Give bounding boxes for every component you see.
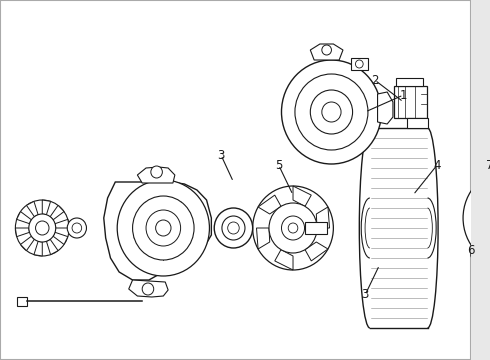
- Polygon shape: [47, 239, 58, 255]
- Circle shape: [463, 170, 490, 266]
- Text: 7: 7: [486, 158, 490, 171]
- Polygon shape: [275, 249, 293, 270]
- Circle shape: [228, 222, 239, 234]
- Circle shape: [15, 200, 69, 256]
- Circle shape: [471, 251, 478, 259]
- Circle shape: [489, 197, 490, 208]
- Text: 4: 4: [433, 158, 441, 171]
- Circle shape: [133, 196, 194, 260]
- Polygon shape: [129, 280, 168, 297]
- Circle shape: [222, 216, 245, 240]
- Polygon shape: [17, 212, 31, 224]
- Circle shape: [146, 210, 181, 246]
- Polygon shape: [396, 78, 423, 86]
- Polygon shape: [317, 207, 330, 228]
- Polygon shape: [21, 236, 34, 251]
- Polygon shape: [50, 205, 64, 220]
- Text: 2: 2: [371, 73, 378, 86]
- Text: 5: 5: [275, 158, 282, 171]
- Polygon shape: [26, 201, 38, 217]
- Polygon shape: [351, 58, 368, 70]
- Circle shape: [310, 90, 353, 134]
- Circle shape: [281, 60, 381, 164]
- Polygon shape: [42, 200, 50, 215]
- Circle shape: [72, 223, 82, 233]
- Circle shape: [489, 228, 490, 239]
- Polygon shape: [378, 92, 393, 124]
- Text: 3: 3: [362, 288, 369, 302]
- Text: 3: 3: [217, 149, 224, 162]
- Circle shape: [269, 203, 317, 253]
- Circle shape: [281, 216, 305, 240]
- Circle shape: [322, 102, 341, 122]
- Polygon shape: [53, 232, 68, 244]
- Polygon shape: [293, 186, 311, 206]
- Polygon shape: [17, 297, 27, 306]
- Circle shape: [142, 283, 154, 295]
- Polygon shape: [258, 195, 281, 214]
- Circle shape: [214, 208, 253, 248]
- Circle shape: [156, 220, 171, 236]
- Polygon shape: [469, 218, 480, 238]
- Polygon shape: [104, 182, 211, 280]
- Polygon shape: [15, 228, 29, 237]
- Polygon shape: [34, 241, 42, 256]
- Text: 1: 1: [400, 89, 407, 102]
- Polygon shape: [305, 222, 327, 234]
- Polygon shape: [137, 167, 175, 183]
- Circle shape: [322, 45, 331, 55]
- Circle shape: [117, 180, 209, 276]
- Circle shape: [36, 221, 49, 235]
- Circle shape: [151, 166, 162, 178]
- Circle shape: [478, 186, 490, 250]
- Circle shape: [67, 218, 86, 238]
- Polygon shape: [305, 242, 328, 261]
- Circle shape: [253, 186, 333, 270]
- Circle shape: [288, 223, 298, 233]
- Circle shape: [355, 60, 363, 68]
- Text: 6: 6: [467, 243, 474, 257]
- Polygon shape: [407, 118, 428, 128]
- Circle shape: [29, 214, 56, 242]
- Polygon shape: [55, 219, 69, 228]
- Polygon shape: [394, 86, 427, 118]
- Polygon shape: [310, 44, 343, 60]
- Circle shape: [295, 74, 368, 150]
- Polygon shape: [256, 228, 270, 249]
